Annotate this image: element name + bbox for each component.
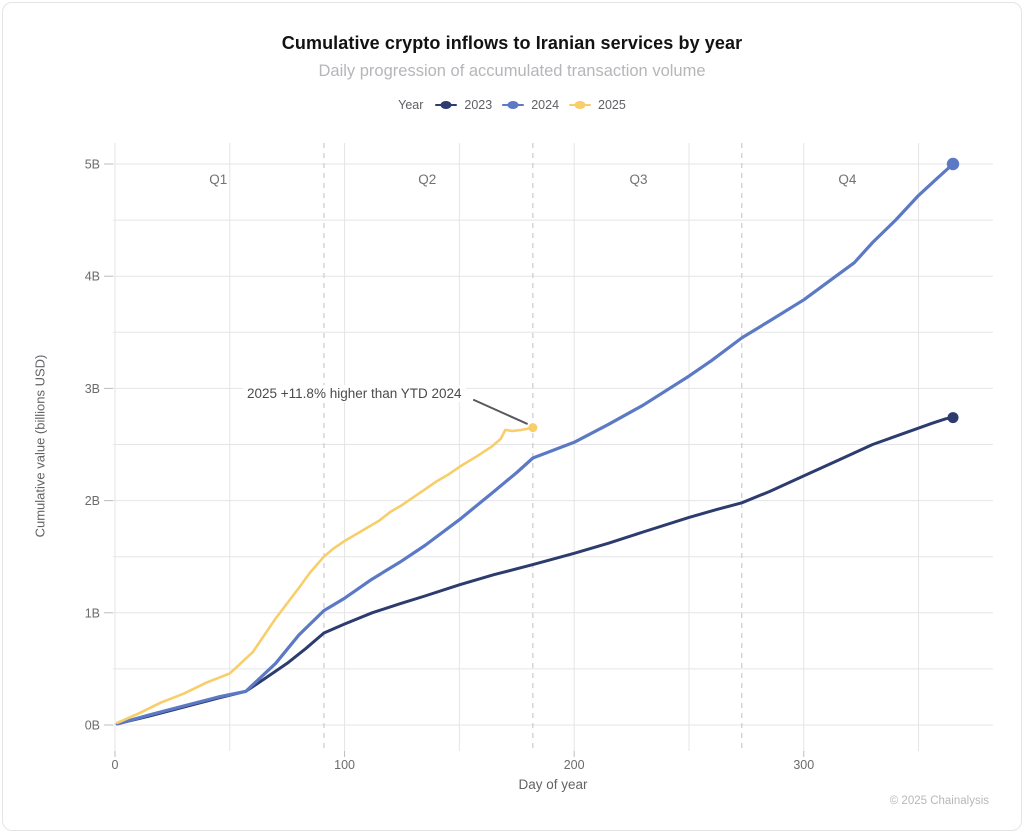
legend-item-2023[interactable]: 2023 xyxy=(435,98,492,112)
series-end-dot-2025[interactable] xyxy=(528,423,538,433)
line-with-dot-icon xyxy=(502,101,525,109)
y-tick-label: 0B xyxy=(85,719,100,733)
y-tick-label: 3B xyxy=(85,382,100,396)
annotation-connector-line xyxy=(473,399,528,425)
legend-title: Year xyxy=(398,98,424,112)
x-tick-label: 0 xyxy=(112,758,119,772)
chart-legend: Year 2023 2024 2025 xyxy=(3,98,1021,112)
line-with-dot-icon xyxy=(435,101,458,109)
y-tick-label: 2B xyxy=(85,494,100,508)
quarter-label-q4: Q4 xyxy=(838,172,857,187)
quarter-label-q2: Q2 xyxy=(418,172,436,187)
series-line-2023[interactable] xyxy=(115,416,955,726)
x-tick-label: 200 xyxy=(564,758,585,772)
series-end-dot-2023[interactable] xyxy=(947,412,959,424)
legend-item-2024[interactable]: 2024 xyxy=(502,98,559,112)
legend-item-2025[interactable]: 2025 xyxy=(569,98,626,112)
legend-marker-dot xyxy=(507,101,519,109)
legend-label: 2024 xyxy=(531,98,560,112)
series-line-2025[interactable] xyxy=(116,426,535,725)
x-tick-label: 100 xyxy=(334,758,355,772)
y-tick-label: 5B xyxy=(85,158,100,172)
line-with-dot-icon xyxy=(569,101,592,109)
series-end-dot-2024[interactable] xyxy=(946,157,960,171)
series-line-2024[interactable] xyxy=(115,162,955,726)
legend-marker-dot xyxy=(440,101,452,109)
chart-subtitle: Daily progression of accumulated transac… xyxy=(318,62,706,80)
y-tick-label: 1B xyxy=(85,606,100,620)
x-tick-label: 300 xyxy=(793,758,814,772)
chart-canvas: 0B 1B 2B 3B 4B 5B 0 100 200 300 Q1 Q2 Q3 Q4 xyxy=(85,143,993,772)
annotation-label: 2025 +11.8% higher than YTD 2024 xyxy=(243,385,466,402)
legend-marker-dot xyxy=(574,101,586,109)
legend-label: 2025 xyxy=(598,98,626,112)
legend-label: 2023 xyxy=(464,98,493,112)
chart-title: Cumulative crypto inflows to Iranian ser… xyxy=(281,33,743,53)
quarter-label-q3: Q3 xyxy=(629,172,647,187)
y-tick-label: 4B xyxy=(85,270,100,284)
x-axis-title: Day of year xyxy=(518,777,588,792)
quarter-label-q1: Q1 xyxy=(209,172,227,187)
y-axis-title: Cumulative value (billions USD) xyxy=(32,354,48,538)
copyright-text: © 2025 Chainalysis xyxy=(889,795,989,807)
